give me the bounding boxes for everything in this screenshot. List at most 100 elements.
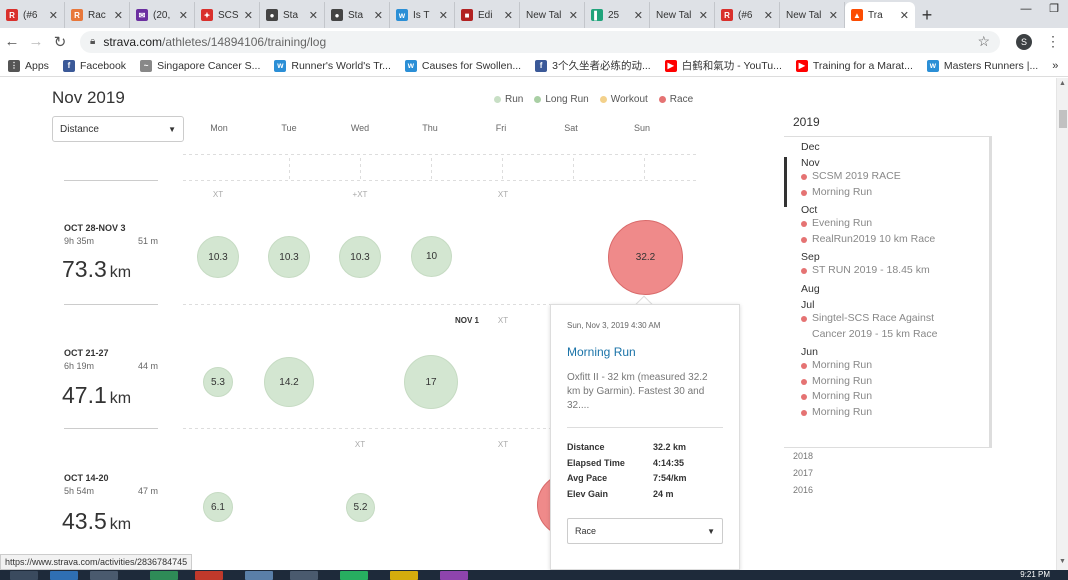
scroll-down-icon[interactable]: ▼ <box>1059 558 1066 565</box>
taskbar-app-icon[interactable] <box>150 571 178 580</box>
browser-tab[interactable]: w Is T ✕ <box>390 2 455 28</box>
taskbar-app-icon[interactable] <box>50 571 78 580</box>
bookmark-item[interactable]: w Runner's World's Tr... <box>274 59 391 72</box>
sidebar-activity[interactable]: Morning Run <box>784 358 989 374</box>
bookmark-item[interactable]: ▶ Training for a Marat... <box>795 59 913 72</box>
taskbar-app-icon[interactable] <box>90 571 118 580</box>
url-input[interactable]: 🔒︎ strava.com/athletes/14894106/training… <box>80 30 1000 53</box>
activity-bubble[interactable]: 10.3 <box>268 236 310 278</box>
activity-bubble[interactable]: 5.3 <box>203 367 233 397</box>
bookmark-item[interactable]: w Masters Runners |... <box>926 59 1038 72</box>
sidebar-year-link[interactable]: 2016 <box>793 485 814 495</box>
close-tab-icon[interactable]: ✕ <box>698 9 708 22</box>
browser-tab[interactable]: ● Sta ✕ <box>325 2 390 28</box>
activity-bubble[interactable]: 14.2 <box>264 357 314 407</box>
close-tab-icon[interactable]: ✕ <box>243 9 253 22</box>
sidebar-activity[interactable]: Evening Run <box>784 216 989 232</box>
profile-avatar[interactable]: S <box>1016 33 1032 50</box>
month-title: Nov 2019 <box>52 88 125 107</box>
close-tab-icon[interactable]: ✕ <box>308 9 318 22</box>
activity-bubble[interactable]: 10.3 <box>197 236 239 278</box>
sidebar-activity[interactable]: Morning Run <box>784 374 989 390</box>
sidebar-activity[interactable]: Morning Run <box>784 405 989 421</box>
taskbar-app-icon[interactable] <box>440 571 468 580</box>
close-tab-icon[interactable]: ✕ <box>633 9 643 22</box>
bookmark-star-icon[interactable]: ☆ <box>977 33 990 49</box>
sidebar-month[interactable]: Nov <box>801 157 820 169</box>
sidebar-year[interactable]: 2019 <box>793 115 820 129</box>
taskbar-app-icon[interactable] <box>245 571 273 580</box>
bookmark-item[interactable]: w Causes for Swollen... <box>404 59 521 72</box>
start-icon[interactable] <box>10 571 38 580</box>
browser-tab[interactable]: R (#6 ✕ <box>715 2 780 28</box>
bookmark-item[interactable]: f 3个久坐者必练的动... <box>535 58 651 73</box>
scroll-up-icon[interactable]: ▲ <box>1059 80 1066 87</box>
close-tab-icon[interactable]: ✕ <box>899 9 909 22</box>
browser-tab[interactable]: R (#6 ✕ <box>0 2 65 28</box>
new-tab-button[interactable]: + <box>921 4 933 25</box>
taskbar-app-icon[interactable] <box>290 571 318 580</box>
sidebar-month[interactable]: Dec <box>801 141 820 153</box>
browser-tab[interactable]: New Tal ✕ <box>650 2 715 28</box>
browser-tab[interactable]: ▌ 25 ✕ <box>585 2 650 28</box>
close-tab-icon[interactable]: ✕ <box>113 9 123 22</box>
browser-tab[interactable]: New Tal ✕ <box>520 2 585 28</box>
sidebar-activity[interactable]: ST RUN 2019 - 18.45 km <box>784 263 989 279</box>
browser-menu-icon[interactable]: ⋮ <box>1046 33 1060 49</box>
browser-tab[interactable]: New Tal ✕ <box>780 2 845 28</box>
activity-bubble[interactable]: 6.1 <box>203 492 233 522</box>
bookmark-item[interactable]: ⋮ Apps <box>8 59 49 72</box>
close-tab-icon[interactable]: ✕ <box>763 9 773 22</box>
close-tab-icon[interactable]: ✕ <box>568 9 578 22</box>
popup-activity-link[interactable]: Morning Run <box>567 345 636 359</box>
close-tab-icon[interactable]: ✕ <box>828 9 838 22</box>
back-icon[interactable]: ← <box>4 33 20 50</box>
sidebar-month[interactable]: Sep <box>801 251 820 264</box>
activity-type-select[interactable]: Race ▼ <box>567 518 723 544</box>
sidebar-activity[interactable]: RealRun2019 10 km Race <box>784 232 989 248</box>
taskbar-app-icon[interactable] <box>340 571 368 580</box>
bookmark-item[interactable]: ▶ 白鹤和氣功 - YouTu... <box>664 58 782 73</box>
lock-icon: 🔒︎ <box>90 36 96 47</box>
sidebar-month[interactable]: Oct <box>801 204 818 217</box>
restore-button[interactable]: ❐ <box>1049 3 1059 15</box>
browser-tab[interactable]: ✉ (20, ✕ <box>130 2 195 28</box>
browser-tab[interactable]: R Rac ✕ <box>65 2 130 28</box>
sidebar-year-link[interactable]: 2018 <box>793 451 814 461</box>
sidebar-activity[interactable]: Morning Run <box>784 185 989 201</box>
scrollbar-thumb[interactable] <box>1059 110 1067 128</box>
bookmarks-overflow-button[interactable]: » <box>1052 59 1059 72</box>
bookmark-label: Facebook <box>79 59 127 72</box>
metric-select[interactable]: Distance ▼ <box>52 116 184 142</box>
sidebar-activity[interactable]: Cancer 2019 - 15 km Race <box>812 327 938 340</box>
activity-bubble[interactable]: 17 <box>404 355 458 409</box>
activity-bubble[interactable]: 10.3 <box>339 236 381 278</box>
activity-bubble[interactable]: 10 <box>411 236 452 277</box>
forward-icon[interactable]: → <box>28 33 44 50</box>
taskbar-app-icon[interactable] <box>390 571 418 580</box>
sidebar-activity[interactable]: Singtel-SCS Race Against <box>784 311 989 327</box>
sidebar-month[interactable]: Jul <box>801 298 815 311</box>
close-tab-icon[interactable]: ✕ <box>503 9 513 22</box>
minimize-button[interactable]: — <box>1020 3 1032 15</box>
bookmark-item[interactable]: f Facebook <box>62 59 127 72</box>
activity-bubble[interactable]: 5.2 <box>346 493 375 522</box>
browser-tab[interactable]: ▲ Tra ✕ <box>845 2 915 28</box>
bookmark-item[interactable]: ~ Singapore Cancer S... <box>140 59 260 72</box>
browser-tab[interactable]: ● Sta ✕ <box>260 2 325 28</box>
taskbar-app-icon[interactable] <box>195 571 223 580</box>
sidebar-month[interactable]: Aug <box>801 282 820 295</box>
activity-bubble-race[interactable]: 32.2 <box>608 220 683 295</box>
sidebar-activity[interactable]: SCSM 2019 RACE <box>784 169 989 185</box>
close-tab-icon[interactable]: ✕ <box>48 9 58 22</box>
reload-icon[interactable]: ↻ <box>53 33 67 51</box>
close-tab-icon[interactable]: ✕ <box>178 9 188 22</box>
page-scrollbar[interactable]: ▲ ▼ <box>1056 78 1068 570</box>
close-tab-icon[interactable]: ✕ <box>438 9 448 22</box>
sidebar-month[interactable]: Jun <box>801 346 818 359</box>
browser-tab[interactable]: ✦ SCS ✕ <box>195 2 260 28</box>
sidebar-activity[interactable]: Morning Run <box>784 389 989 405</box>
browser-tab[interactable]: ■ Edi ✕ <box>455 2 520 28</box>
close-tab-icon[interactable]: ✕ <box>373 9 383 22</box>
sidebar-year-link[interactable]: 2017 <box>793 468 814 478</box>
